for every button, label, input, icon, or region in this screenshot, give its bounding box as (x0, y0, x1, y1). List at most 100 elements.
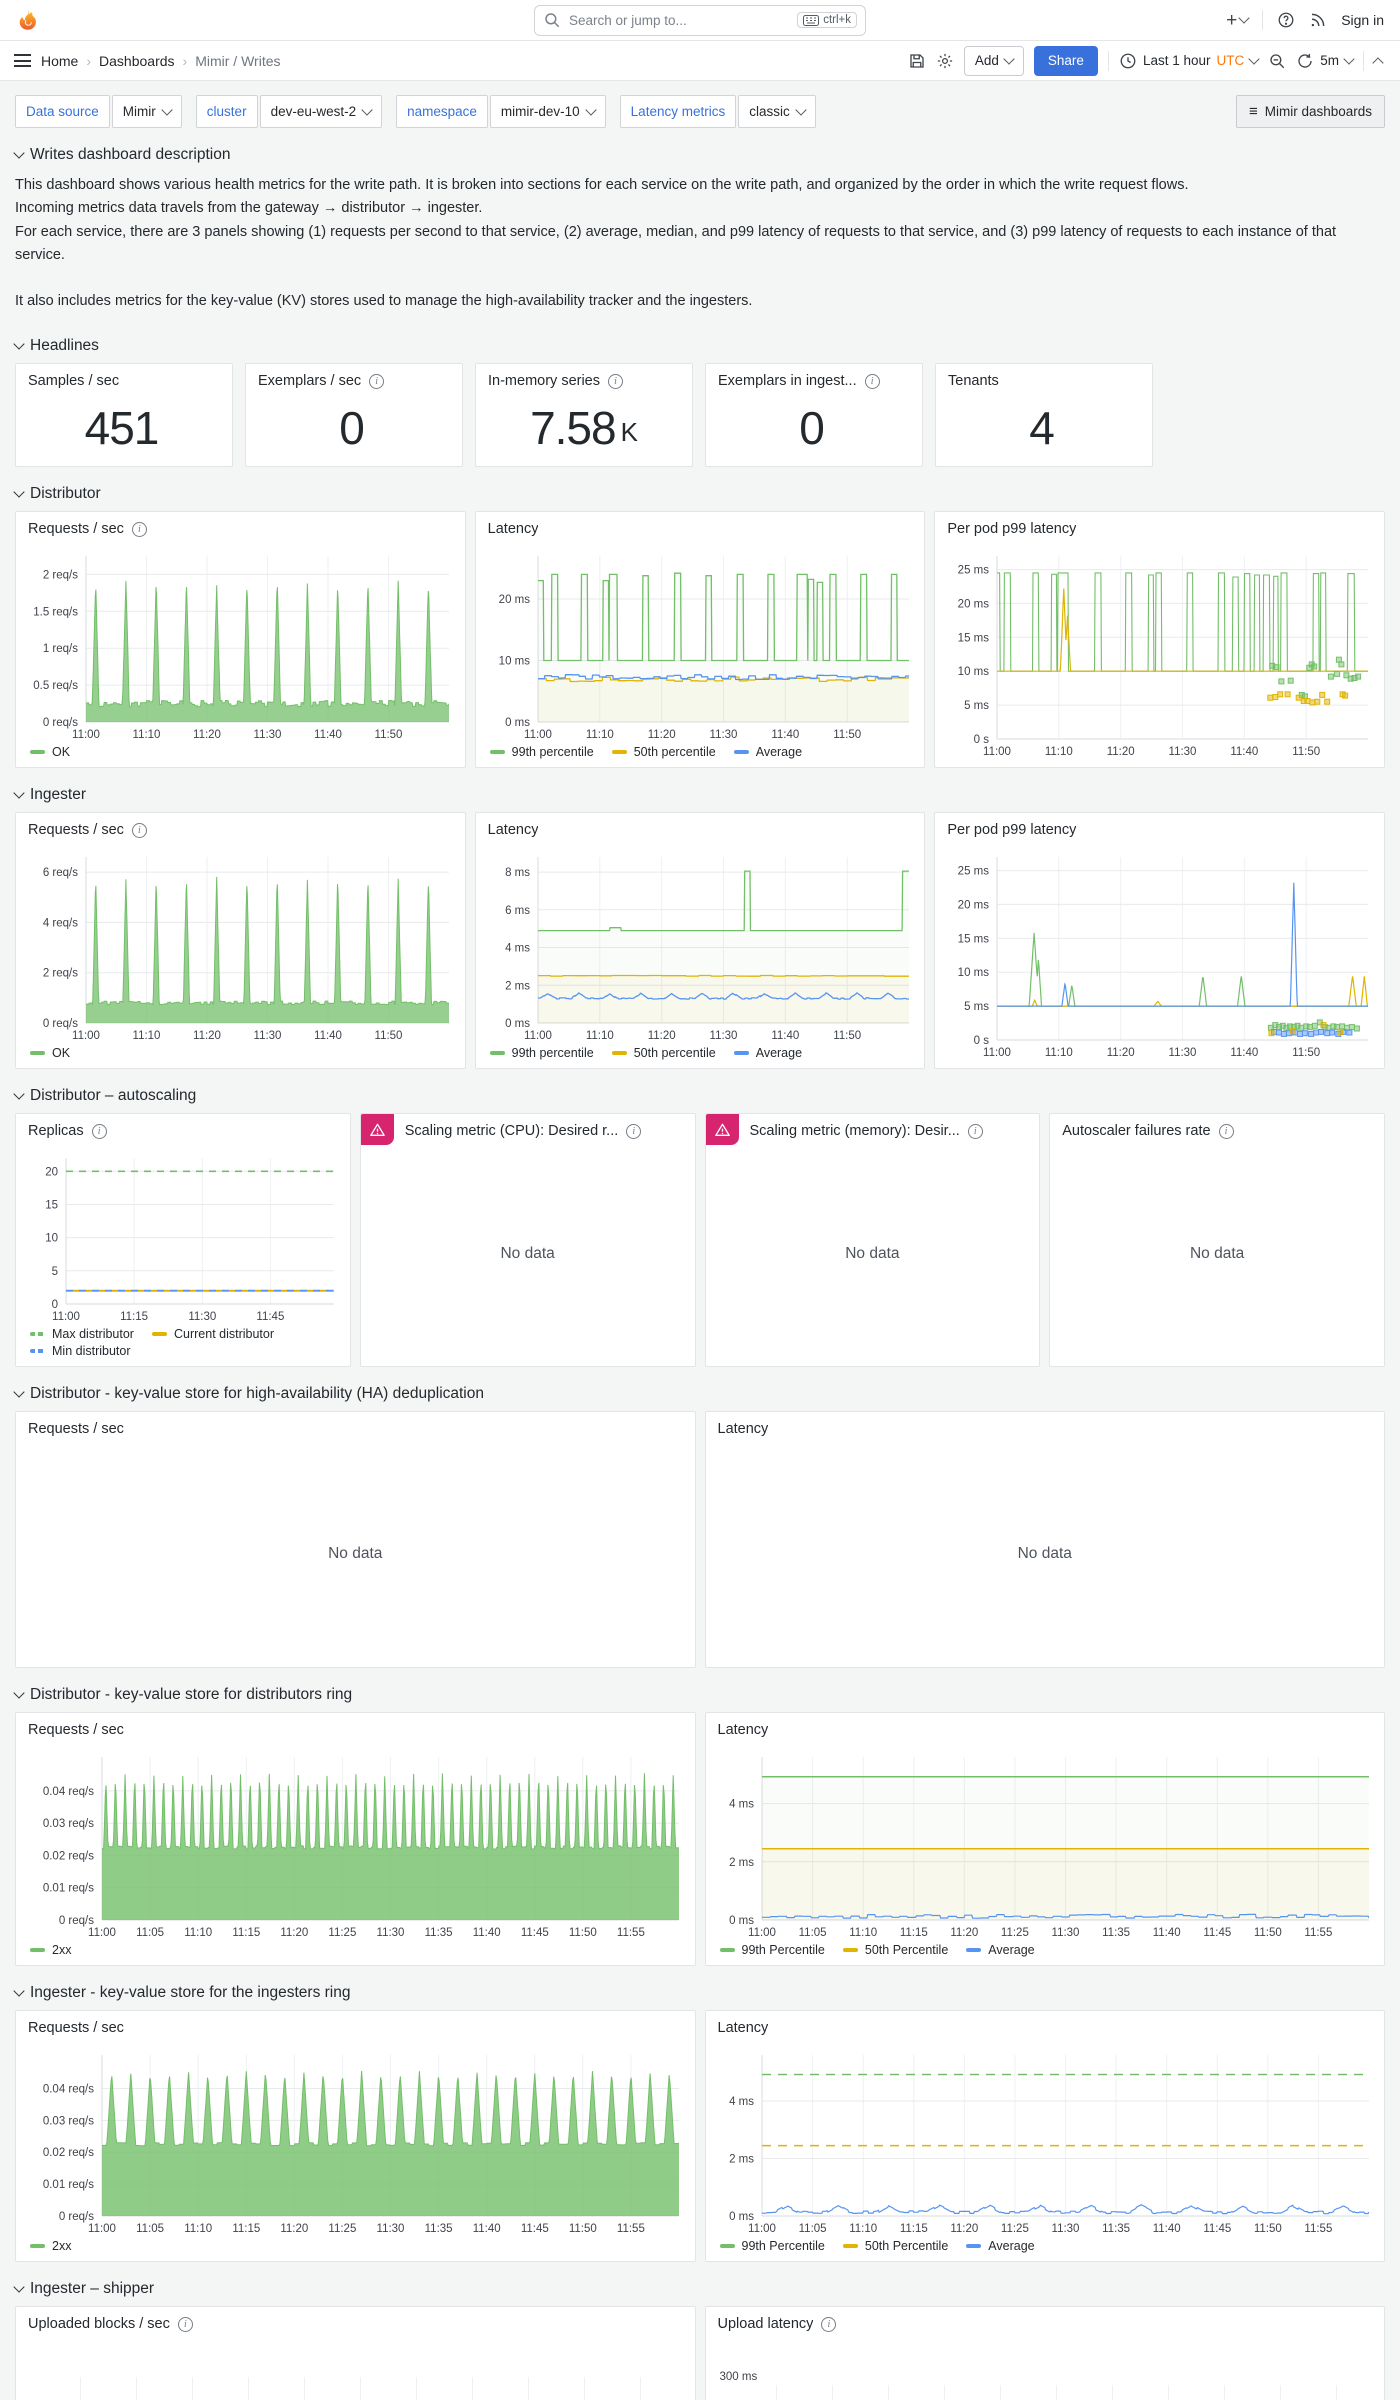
legend-item[interactable]: 2xx (30, 2239, 71, 2253)
legend-item[interactable]: Average (733, 1046, 802, 1060)
panel-title[interactable]: Samples / sec (28, 373, 120, 390)
panel-title[interactable]: Autoscaler failures rate (1062, 1123, 1211, 1140)
distributor-per-pod-chart[interactable]: 11:00 11:10 11:20 11:30 11:40 11:50 0 s 5 ms 10 … (941, 546, 1378, 761)
grafana-logo[interactable] (16, 8, 40, 32)
panel-title[interactable]: Tenants (948, 373, 999, 390)
ingester-latency-chart[interactable]: 11:00 11:10 11:20 11:30 11:40 11:50 0 ms 2 ms 4 … (482, 847, 919, 1062)
ing-ring-latency-chart[interactable]: 11:00 11:05 11:10 11:15 11:20 11:25 11:30 11:35… (712, 2045, 1379, 2255)
dist-ring-latency-chart[interactable]: 11:00 11:05 11:10 11:15 11:20 11:25 11:30 11:35… (712, 1747, 1379, 1959)
variable-label-namespace[interactable]: namespace (396, 95, 488, 128)
sign-in-button[interactable]: Sign in (1341, 12, 1384, 28)
panel-title[interactable]: Upload latency (717, 2316, 814, 2333)
legend-item[interactable]: Average (966, 1943, 1035, 1957)
share-button[interactable]: Share (1033, 45, 1098, 76)
collapse-nav-icon[interactable] (1372, 56, 1384, 69)
help-icon[interactable] (1277, 11, 1295, 29)
legend-item[interactable]: OK (30, 745, 70, 759)
menu-toggle-icon[interactable] (14, 54, 31, 67)
panel-title[interactable]: Latency (717, 1722, 769, 1739)
distributor-latency-chart[interactable]: 11:00 11:10 11:20 11:30 11:40 11:50 0 ms 10 ms 2… (482, 546, 919, 761)
variable-value-datasource[interactable]: Mimir (111, 95, 182, 128)
variable-value-latency-metrics[interactable]: classic (738, 95, 816, 128)
panel-title[interactable]: Per pod p99 latency (947, 822, 1077, 839)
time-range-picker[interactable]: Last 1 hour UTC (1119, 52, 1260, 70)
add-panel-button[interactable]: Add (963, 45, 1024, 76)
search-input[interactable]: Search or jump to... ctrl+k (534, 4, 866, 36)
variable-value-namespace[interactable]: mimir-dev-10 (489, 95, 606, 128)
info-icon[interactable]: i (131, 521, 147, 537)
legend-item[interactable]: 50th percentile (611, 745, 716, 759)
panel-title[interactable]: Requests / sec (28, 822, 124, 839)
info-icon[interactable]: i (131, 822, 147, 838)
legend-item[interactable]: 99th percentile (489, 1046, 594, 1060)
panel-title[interactable]: Replicas (28, 1123, 84, 1140)
info-icon[interactable]: i (608, 373, 623, 389)
save-dashboard-icon[interactable] (908, 52, 926, 70)
zoom-out-time-icon[interactable] (1268, 52, 1286, 70)
panel-error-icon[interactable] (360, 1114, 394, 1146)
section-header-description[interactable]: Writes dashboard description (13, 146, 1385, 164)
panel-title[interactable]: Latency (717, 1421, 769, 1438)
variable-label-latency-metrics[interactable]: Latency metrics (619, 95, 737, 128)
news-rss-icon[interactable] (1309, 11, 1327, 29)
panel-title[interactable]: Latency (487, 822, 539, 839)
section-header-ingester[interactable]: Ingester (13, 786, 1385, 804)
panel-title[interactable]: Exemplars / sec (258, 373, 362, 390)
section-header-distributor[interactable]: Distributor (13, 485, 1385, 503)
panel-title[interactable]: Requests / sec (28, 521, 124, 538)
legend-item[interactable]: 50th Percentile (842, 2239, 948, 2253)
breadcrumb-home[interactable]: Home (41, 52, 79, 69)
ingester-per-pod-chart[interactable]: 11:00 11:10 11:20 11:30 11:40 11:50 0 s 5 ms 10 … (941, 847, 1378, 1062)
legend-item[interactable]: Max distributor (30, 1327, 134, 1341)
legend-item[interactable]: 50th Percentile (842, 1943, 948, 1957)
legend-item[interactable]: Current distributor (151, 1327, 274, 1341)
legend-item[interactable]: Average (966, 2239, 1035, 2253)
dashboard-settings-icon[interactable] (936, 52, 954, 70)
info-icon[interactable]: i (864, 373, 880, 389)
info-icon[interactable]: i (91, 1123, 107, 1139)
section-header-kv-dist-ring[interactable]: Distributor - key-value store for distri… (13, 1686, 1385, 1704)
info-icon[interactable]: i (821, 2316, 837, 2332)
variable-label-cluster[interactable]: cluster (195, 95, 258, 128)
legend-item[interactable]: Average (733, 745, 802, 759)
panel-title[interactable]: Latency (717, 2020, 769, 2037)
legend-item[interactable]: 99th Percentile (719, 1943, 825, 1957)
add-new-button[interactable]: + (1226, 11, 1250, 30)
dist-ring-requests-chart[interactable]: 11:00 11:05 11:10 11:15 11:20 11:25 11:30 11:35… (22, 1747, 689, 1959)
info-icon[interactable]: i (967, 1123, 983, 1139)
ingester-requests-chart[interactable]: 11:00 11:10 11:20 11:30 11:40 11:50 0 req/s 2 r… (22, 847, 459, 1062)
panel-title[interactable]: Scaling metric (memory): Desir... (749, 1123, 960, 1140)
info-icon[interactable]: i (1218, 1123, 1234, 1139)
section-header-autoscaling[interactable]: Distributor – autoscaling (13, 1087, 1385, 1105)
legend-item[interactable]: Min distributor (30, 1344, 131, 1358)
legend-item[interactable]: OK (30, 1046, 70, 1060)
info-icon[interactable]: i (177, 2316, 193, 2332)
breadcrumb-dashboards[interactable]: Dashboards (99, 52, 175, 69)
distributor-requests-chart[interactable]: 11:00 11:10 11:20 11:30 11:40 11:50 0 req/s 0.5… (22, 546, 459, 761)
legend-item[interactable]: 2xx (30, 1943, 71, 1957)
panel-title[interactable]: In-memory series (488, 373, 600, 390)
variable-value-cluster[interactable]: dev-eu-west-2 (259, 95, 383, 128)
refresh-picker[interactable]: 5m (1296, 52, 1355, 70)
section-header-kv-ha[interactable]: Distributor - key-value store for high-a… (13, 1385, 1385, 1403)
panel-title[interactable]: Latency (487, 521, 539, 538)
panel-error-icon[interactable] (705, 1114, 739, 1146)
legend-item[interactable]: 99th Percentile (719, 2239, 825, 2253)
mimir-dashboards-button[interactable]: ≡ Mimir dashboards (1235, 95, 1385, 128)
info-icon[interactable]: i (626, 1123, 642, 1139)
info-icon[interactable]: i (369, 373, 385, 389)
panel-title[interactable]: Uploaded blocks / sec (28, 2316, 170, 2333)
variable-label-datasource[interactable]: Data source (15, 95, 110, 128)
panel-title[interactable]: Requests / sec (28, 2020, 124, 2037)
section-header-kv-ing-ring[interactable]: Ingester - key-value store for the inges… (13, 1984, 1385, 2002)
replicas-chart[interactable]: 11:00 11:15 11:30 11:45 0 5 10 15 20 Max distribu… (22, 1148, 344, 1360)
panel-title[interactable]: Scaling metric (CPU): Desired r... (404, 1123, 619, 1140)
section-header-shipper[interactable]: Ingester – shipper (13, 2280, 1385, 2298)
panel-title[interactable]: Per pod p99 latency (947, 521, 1077, 538)
panel-title[interactable]: Requests / sec (28, 1421, 124, 1438)
ing-ring-requests-chart[interactable]: 11:00 11:05 11:10 11:15 11:20 11:25 11:30 11:35… (22, 2045, 689, 2255)
panel-title[interactable]: Requests / sec (28, 1722, 124, 1739)
legend-item[interactable]: 50th percentile (611, 1046, 716, 1060)
panel-title[interactable]: Exemplars in ingest... (718, 373, 857, 390)
legend-item[interactable]: 99th percentile (489, 745, 594, 759)
